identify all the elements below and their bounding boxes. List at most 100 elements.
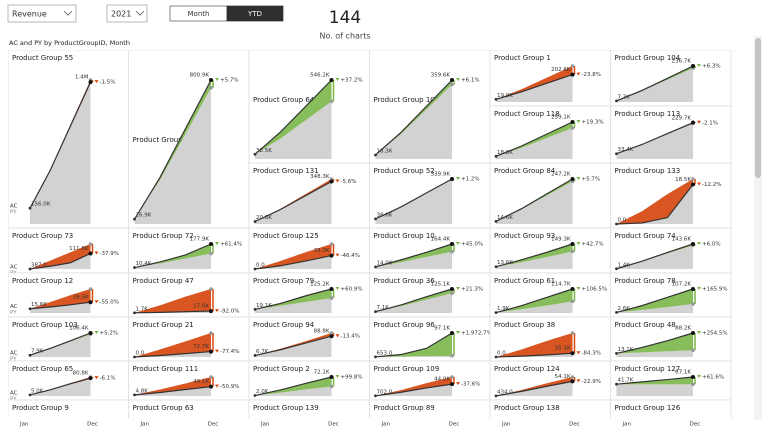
variance-marker: [215, 384, 219, 388]
chart-title: Product Group 48: [615, 321, 676, 329]
variance-band: [255, 244, 332, 269]
toggle-ytd[interactable]: [226, 5, 284, 22]
ac-end-dot: [88, 300, 93, 305]
variance-marker: [697, 331, 701, 334]
ac-end-dot: [691, 64, 695, 68]
variance-label: -37.9%: [100, 251, 119, 257]
start-dot: [133, 266, 136, 269]
ac-end-dot: [209, 242, 213, 246]
ac-line: [375, 383, 453, 397]
end-label: 107.2K: [672, 282, 692, 288]
py-end-dot: [691, 177, 695, 181]
end-label: 800.9K: [190, 73, 210, 79]
ac-end-dot: [88, 251, 93, 256]
ac-line: [134, 386, 212, 396]
ac-end-dot: [329, 78, 334, 82]
series-label: AC: [10, 304, 18, 310]
variance-band: [255, 377, 332, 396]
chart-title: Product Group 113: [615, 110, 681, 118]
chart-title: Product Group 104: [615, 54, 681, 62]
py-end-dot: [691, 382, 695, 387]
start-label: 2.6K: [618, 306, 631, 312]
chart-title: Product Group 21: [133, 321, 194, 329]
start-label: 19.1K: [256, 303, 272, 309]
scrollbar-thumb[interactable]: [755, 38, 761, 178]
variance-marker: [94, 376, 99, 380]
dropdown-box[interactable]: [106, 4, 148, 23]
end-label: 229.7K: [672, 115, 692, 121]
series-label: PY: [10, 396, 17, 402]
dropdown-box[interactable]: [7, 4, 77, 23]
ac-end-dot: [209, 78, 213, 82]
py-end-dot: [329, 296, 334, 300]
chart-title: Product Group 89: [374, 404, 435, 412]
start-label: 14.0K: [377, 260, 393, 266]
start-label: 6.7K: [256, 349, 269, 355]
start-label: 2.0K: [256, 389, 269, 395]
start-label: 20.6K: [256, 215, 272, 221]
end-label: 359.6K: [431, 73, 451, 79]
variance-band: [134, 333, 211, 357]
end-label: 125.2K: [310, 282, 330, 288]
variance-marker: [697, 182, 701, 186]
ac-end-dot: [329, 179, 334, 184]
end-label: 72.1K: [314, 370, 330, 376]
variance-marker: [94, 300, 99, 304]
py-area: [496, 301, 573, 313]
start-label: 10.4K: [136, 261, 152, 267]
start-dot: [615, 152, 618, 156]
py-end-dot: [209, 287, 213, 291]
variance-label: +21.3%: [461, 287, 483, 293]
ac-end-dot: [691, 120, 695, 125]
chart-grid: Product Group 55-1.5%156.0K1.4MACPYProdu…: [8, 50, 732, 418]
end-label: 33.3K: [314, 248, 330, 254]
variance-label: +61.4%: [220, 242, 242, 248]
measure-dropdown[interactable]: Revenue: [7, 4, 77, 23]
py-end-dot: [570, 249, 575, 254]
chart-cell: [128, 399, 250, 418]
chart-title: Product Group 52: [374, 167, 435, 175]
start-label: 33.4K: [618, 147, 634, 153]
variance-marker: [215, 309, 219, 313]
end-label: 88.8K: [314, 329, 330, 335]
start-label: 156.0K: [31, 202, 51, 208]
py-end-dot: [570, 299, 575, 304]
chart-cell: [610, 399, 732, 418]
py-end-dot: [450, 249, 454, 254]
variance-marker: [215, 349, 219, 353]
toggle-text: Month: [188, 10, 210, 18]
variance-marker: [576, 351, 581, 355]
year-dropdown[interactable]: 2021: [106, 4, 148, 23]
start-label: 387.0: [31, 262, 47, 268]
ac-end-dot: [450, 177, 454, 181]
variance-label: -23.8%: [582, 72, 601, 78]
ac-end-dot: [209, 349, 213, 354]
x-axis: Jan Dec Jan Dec Jan Dec Jan Dec Jan Dec Jan Dec: [19, 422, 700, 428]
py-end-dot: [88, 242, 93, 246]
end-label: 259.1K: [551, 115, 571, 121]
chart-title: Product Group 105: [374, 96, 440, 104]
ac-line: [495, 121, 573, 157]
end-label: 40.1K: [193, 379, 209, 385]
chart-title: Product Group 79: [253, 277, 314, 285]
py-area: [496, 251, 573, 269]
ac-line: [495, 380, 573, 397]
chart-title: Product Group 127: [615, 365, 681, 373]
variance-label: +61.6%: [702, 375, 724, 381]
chart-cell: [489, 399, 611, 418]
end-label: 17.6K: [193, 304, 209, 310]
x-axis-label: Jan: [622, 422, 632, 428]
variance-marker: [335, 287, 340, 290]
variance-label: -2.1%: [702, 120, 718, 126]
ac-line: [375, 243, 453, 268]
start-label: 19.9K: [497, 93, 513, 99]
py-end-dot: [691, 348, 695, 353]
x-axis-label: Dec: [569, 422, 580, 428]
chart-title: Product Group 9: [12, 404, 69, 412]
start-label: 0.0: [136, 351, 145, 357]
variance-marker: [335, 179, 340, 183]
ac-line: [254, 288, 332, 310]
ac-line: [29, 332, 91, 356]
start-dot: [494, 154, 498, 158]
start-label: 5.0K: [31, 388, 44, 394]
